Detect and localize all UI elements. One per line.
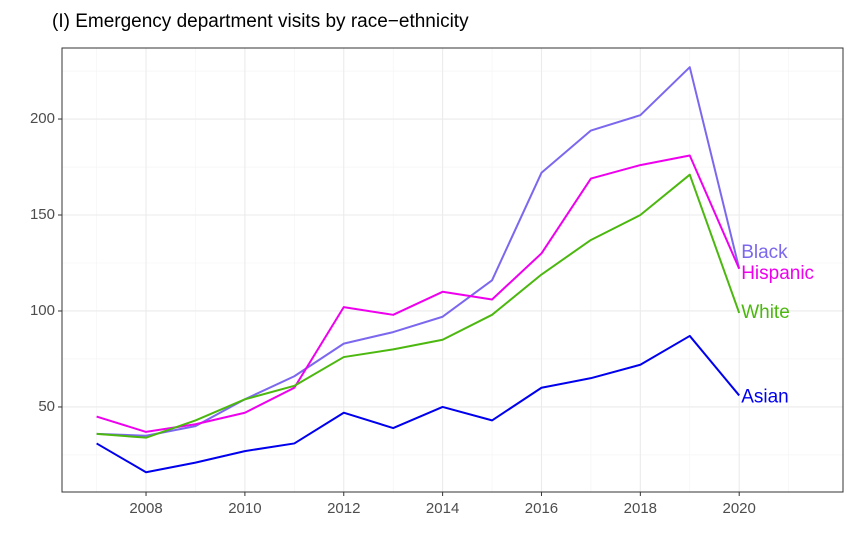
- y-tick-label: 150: [30, 206, 55, 223]
- y-tick-label: 200: [30, 110, 55, 127]
- x-tick-label: 2008: [129, 500, 162, 517]
- y-tick-label: 50: [38, 398, 55, 415]
- y-tick-label: 100: [30, 302, 55, 319]
- series-label: White: [741, 302, 790, 323]
- series-line: [96, 334, 740, 474]
- series-line: [96, 154, 741, 433]
- series-line: [96, 173, 741, 439]
- x-tick-label: 2018: [624, 500, 657, 517]
- series-label: Black: [741, 242, 788, 263]
- plot-border: [61, 47, 844, 493]
- x-tick-label: 2012: [327, 500, 360, 517]
- plot-background: [62, 48, 843, 492]
- x-tick-label: 2010: [228, 500, 261, 517]
- x-tick-label: 2014: [426, 500, 459, 517]
- series-label: Asian: [741, 386, 789, 407]
- x-tick-label: 2016: [525, 500, 558, 517]
- chart-title: (I) Emergency department visits by race−…: [52, 11, 469, 32]
- series-label: Hispanic: [741, 263, 814, 284]
- x-tick-label: 2020: [723, 500, 756, 517]
